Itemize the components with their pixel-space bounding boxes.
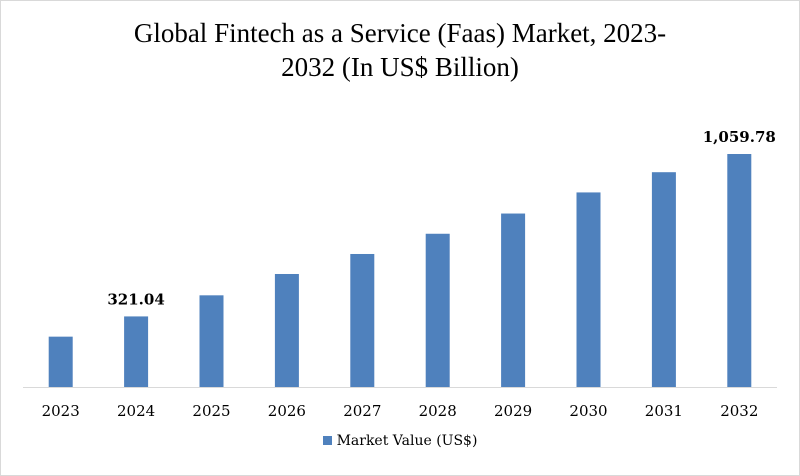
legend-label: Market Value (US$): [336, 433, 478, 449]
x-tick-label: 2027: [343, 402, 381, 420]
bar-2023: [48, 336, 73, 387]
x-tick-label: 2031: [645, 402, 683, 420]
bar-2024: [124, 316, 149, 387]
x-tick-label: 2025: [192, 402, 230, 420]
x-tick-label: 2023: [42, 402, 80, 420]
x-tick-label: 2026: [268, 402, 306, 420]
x-tick-label: 2032: [720, 402, 758, 420]
bar-2029: [501, 213, 526, 387]
x-tick-label: 2024: [117, 402, 155, 420]
chart-title-line-2: 2032 (In US$ Billion): [281, 52, 519, 82]
data-label: 321.04: [107, 290, 164, 308]
x-tick-label: 2030: [569, 402, 607, 420]
x-tick-label: 2029: [494, 402, 532, 420]
x-tick-label: 2028: [419, 402, 457, 420]
bar-2028: [425, 233, 450, 387]
chart-title: Global Fintech as a Service (Faas) Marke…: [0, 16, 800, 84]
chart-title-line-1: Global Fintech as a Service (Faas) Marke…: [133, 18, 667, 48]
bar-2032: [727, 154, 752, 387]
bar-2031: [651, 172, 676, 387]
bar-2025: [199, 295, 224, 387]
legend-swatch: [322, 436, 332, 445]
bar-2030: [576, 192, 601, 387]
bar-2026: [274, 273, 299, 387]
data-label: 1,059.78: [703, 128, 776, 146]
legend: Market Value (US$): [0, 433, 800, 449]
bar-2027: [350, 253, 375, 387]
